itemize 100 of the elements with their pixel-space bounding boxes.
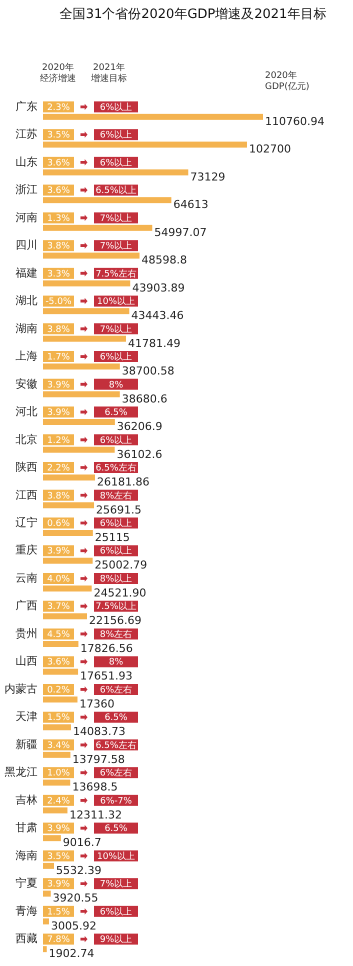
data-label: 3920.55: [52, 892, 98, 905]
annotation: 7%以上: [100, 878, 132, 890]
y-tick-label: 陕西: [16, 460, 38, 474]
data-label: 13797.58: [72, 752, 125, 766]
y-tick-label: 甘肃: [16, 821, 38, 834]
y-tick-label: 黑龙江: [4, 766, 38, 779]
data-label: 38700.58: [122, 364, 174, 378]
data-label: 110760.94: [265, 114, 324, 128]
y-tick-label: 河南: [16, 210, 38, 224]
data-label: 43903.89: [132, 281, 185, 294]
annotation: 6.5%左右: [96, 462, 136, 474]
data-label: 13698.5: [72, 780, 118, 794]
data-label: 38680.6: [122, 392, 168, 406]
data-label: 17360: [79, 697, 114, 710]
annotation: 6%以上: [100, 434, 132, 446]
data-label: 41781.49: [128, 336, 180, 350]
annotation: 7%以上: [100, 324, 132, 335]
annotation: 6%以上: [100, 518, 132, 529]
data-label: 25691.5: [96, 503, 142, 516]
data-label: 43443.46: [131, 309, 184, 322]
annotation: 8%: [108, 658, 124, 668]
data-label: 9016.7: [62, 836, 102, 850]
data-label: 102700: [248, 142, 291, 156]
annotation: 10%以上: [96, 850, 136, 862]
y-tick-label: 江西: [16, 488, 38, 502]
annotation: 6%以上: [100, 546, 132, 557]
annotation: 4.0%: [47, 574, 70, 584]
y-tick-label: 新疆: [16, 738, 38, 751]
annotation: 6.5%以上: [96, 185, 136, 196]
data-label: 3005.92: [50, 919, 96, 932]
annotation: 6.5%: [104, 408, 128, 418]
y-tick-label: 海南: [16, 848, 38, 862]
data-label: 73129: [190, 170, 226, 184]
text: 2020年经济增速: [40, 62, 76, 84]
annotation: 9%以上: [100, 934, 132, 946]
y-tick-label: 湖北: [16, 294, 38, 308]
data-label: 5532.39: [56, 864, 102, 877]
data-label: 14083.73: [72, 725, 126, 738]
annotation: 1.5%: [47, 907, 70, 918]
data-label: 1902.74: [48, 947, 94, 960]
annotation: 6.5%: [104, 713, 128, 724]
data-label: 25002.79: [94, 558, 148, 572]
annotation: 3.9%: [47, 408, 70, 418]
annotation: 6%以上: [100, 157, 132, 168]
annotation: 6.5%左右: [96, 740, 136, 751]
data-label: 22156.69: [89, 614, 142, 628]
annotation: 3.8%: [47, 242, 70, 252]
x-axis-title: 2020年GDP(亿元): [265, 70, 310, 92]
y-tick-label: 青海: [16, 904, 38, 918]
annotation: 7.5%左右: [96, 268, 136, 280]
annotation: 4.5%: [47, 630, 70, 640]
annotation: 8%以上: [100, 573, 132, 584]
annotation: 3.8%: [47, 491, 70, 502]
y-tick-label: 宁夏: [16, 876, 38, 890]
annotation: 10%以上: [96, 296, 136, 308]
annotation: 6%以上: [100, 352, 132, 363]
y-tick-label: 重庆: [16, 544, 38, 557]
annotation: 1.5%: [47, 713, 70, 724]
y-tick-label: 北京: [16, 432, 38, 446]
y-tick-label: 上海: [16, 350, 38, 363]
annotation: 7%以上: [100, 240, 132, 252]
text: 2021年增速目标: [90, 62, 127, 84]
annotation: 3.3%: [47, 269, 70, 280]
y-tick-label: 江苏: [16, 128, 38, 141]
data-label: 26181.86: [97, 476, 150, 489]
annotation: 6%-7%: [100, 796, 132, 806]
annotation: 6%以上: [100, 102, 132, 113]
y-tick-label: 山东: [16, 155, 38, 168]
annotation: 3.6%: [47, 158, 70, 168]
annotation: 3.6%: [47, 658, 70, 668]
y-tick-label: 四川: [16, 238, 38, 252]
annotation: 6%以上: [100, 130, 132, 141]
annotation: 1.3%: [47, 214, 70, 224]
y-tick-label: 广东: [16, 100, 38, 113]
y-tick-label: 西藏: [16, 932, 38, 946]
y-tick-label: 山西: [16, 654, 38, 668]
data-label: 54997.07: [154, 226, 207, 239]
annotation: 6%以上: [100, 906, 132, 918]
y-tick-label: 浙江: [16, 183, 38, 196]
annotation: 3.9%: [47, 546, 70, 557]
data-label: 12311.32: [69, 808, 122, 822]
y-tick-label: 云南: [16, 571, 38, 584]
annotation: 3.7%: [47, 602, 70, 612]
annotation: 2.4%: [47, 796, 70, 806]
annotation: 8%: [108, 380, 124, 390]
y-tick-label: 福建: [16, 266, 38, 280]
annotation: -5.0%: [45, 297, 72, 308]
annotation: 7%以上: [100, 212, 132, 224]
annotation: 3.9%: [47, 380, 70, 390]
data-label: 17651.93: [80, 670, 133, 683]
annotation: 2.2%: [47, 464, 70, 474]
annotation: 1.2%: [47, 436, 70, 446]
y-tick-label: 安徽: [16, 377, 38, 390]
data-label: 25115: [94, 531, 130, 544]
data-label: 17826.56: [80, 642, 133, 655]
annotation: 1.0%: [47, 768, 70, 779]
annotation: 3.4%: [47, 740, 70, 751]
y-tick-label: 广西: [16, 599, 38, 612]
annotation: 3.6%: [47, 186, 70, 196]
y-tick-label: 湖南: [16, 322, 38, 335]
